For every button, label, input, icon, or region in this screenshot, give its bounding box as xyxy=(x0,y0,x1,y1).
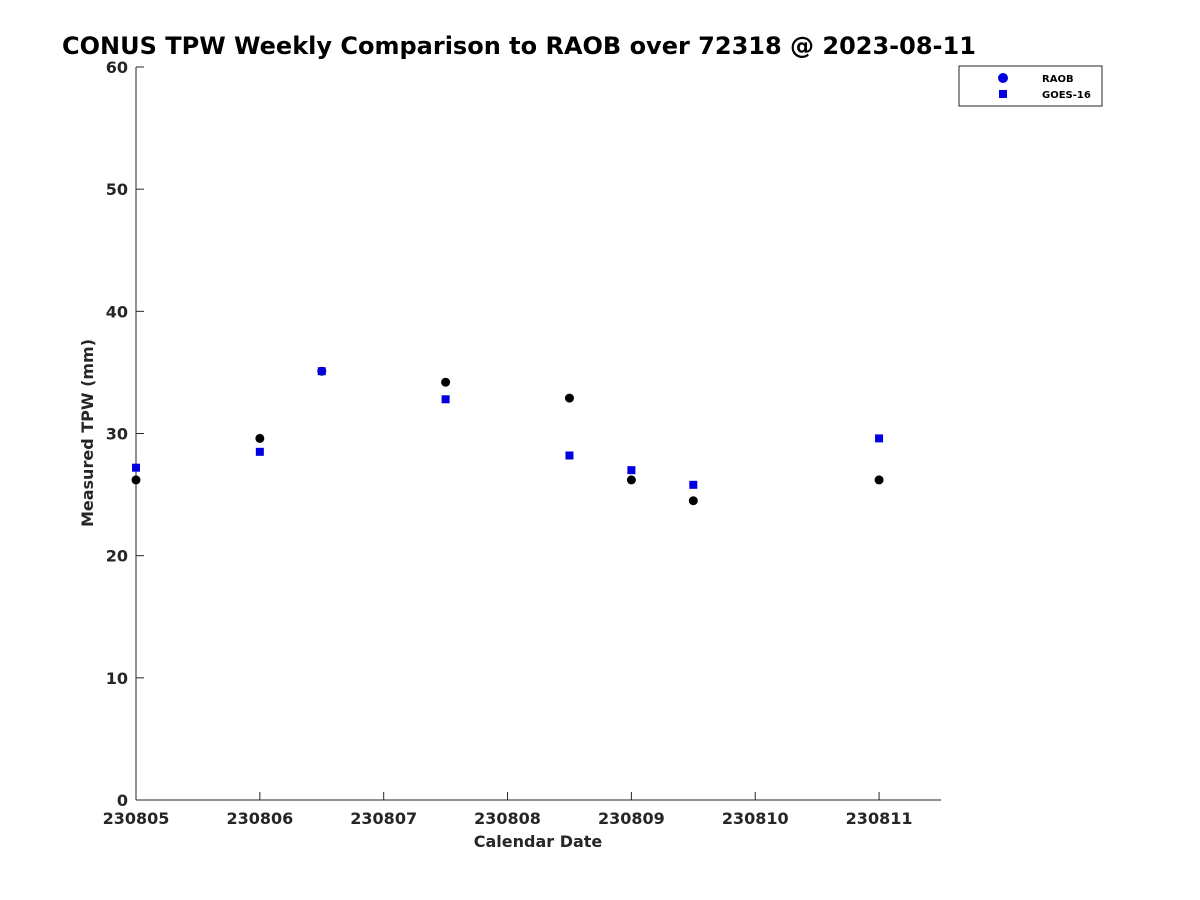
chart-title: CONUS TPW Weekly Comparison to RAOB over… xyxy=(62,32,976,60)
series-goes-16 xyxy=(132,367,884,489)
data-point xyxy=(441,377,451,387)
data-point xyxy=(565,451,574,460)
y-axis-label: Measured TPW (mm) xyxy=(78,339,97,527)
legend: RAOB GOES-16 xyxy=(958,65,1103,107)
data-point xyxy=(627,466,636,475)
x-tick-label: 230806 xyxy=(226,809,293,828)
y-tick-label: 0 xyxy=(117,791,128,810)
y-tick-label: 30 xyxy=(106,425,128,444)
x-tick-label: 230808 xyxy=(474,809,541,828)
y-tick-label: 50 xyxy=(106,180,128,199)
x-tick-label: 230810 xyxy=(722,809,789,828)
data-point xyxy=(875,434,884,443)
legend-label: RAOB xyxy=(1042,74,1074,85)
y-tick-label: 10 xyxy=(106,669,128,688)
x-tick-label: 230807 xyxy=(350,809,417,828)
data-point xyxy=(317,367,326,376)
data-point xyxy=(441,395,450,404)
series-raob xyxy=(131,366,884,506)
legend-marker xyxy=(999,90,1007,98)
data-point xyxy=(874,475,884,485)
x-tick-label: 230809 xyxy=(598,809,665,828)
y-tick-label: 40 xyxy=(106,302,128,321)
data-point xyxy=(132,463,140,472)
y-tick-label: 60 xyxy=(106,58,128,77)
data-point xyxy=(255,447,264,456)
x-tick-label: 230811 xyxy=(846,809,913,828)
legend-items: RAOB GOES-16 xyxy=(998,73,1091,101)
x-axis-ticks: 230805 230806 230807 230808 230809 230810 2308… xyxy=(103,792,913,828)
series-layer xyxy=(131,366,884,506)
x-tick-label: 230805 xyxy=(103,809,170,828)
legend-box xyxy=(958,65,1103,107)
data-point xyxy=(689,480,698,489)
legend-label: GOES-16 xyxy=(1042,90,1091,101)
y-tick-label: 20 xyxy=(106,547,128,566)
data-point xyxy=(688,496,698,506)
legend-marker xyxy=(998,73,1008,83)
data-point xyxy=(131,475,141,485)
data-point xyxy=(564,393,574,403)
data-point xyxy=(626,475,636,485)
y-axis-ticks: 0 10 20 30 40 50 60 xyxy=(106,58,144,810)
data-point xyxy=(255,433,265,443)
plot-area: 230805 230806 230807 230808 230809 230810 2308… xyxy=(103,58,941,828)
x-axis-label: Calendar Date xyxy=(474,832,603,851)
